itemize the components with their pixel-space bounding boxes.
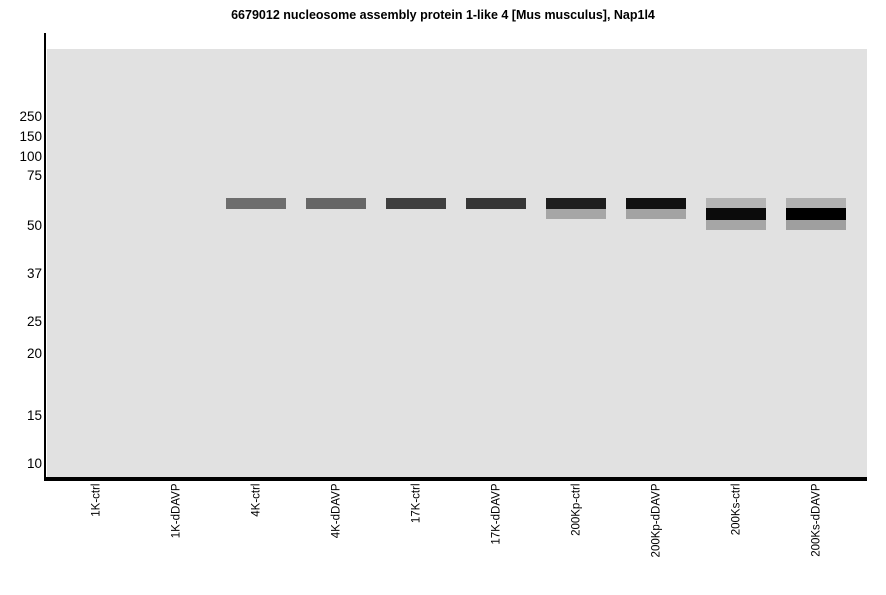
gel-band-200Ks-dDAVP-55kda: [786, 208, 846, 220]
x-tick-label-lane-2: 1K-dDAVP: [170, 483, 182, 538]
x-tick-label-lane-9: 200Ks-ctrl: [730, 483, 742, 535]
y-tick-label: 10: [26, 456, 42, 471]
gel-band-200Ks-ctrl-55kda: [706, 208, 766, 220]
gel-band-17K-ctrl-60kda: [386, 198, 446, 209]
gel-band-200Kp-ctrl-55kda: [546, 209, 606, 219]
gel-band-200Ks-ctrl-60kda: [706, 198, 766, 208]
gel-band-4K-dDAVP-60kda: [306, 198, 366, 209]
x-tick-label-lane-10: 200Ks-dDAVP: [810, 483, 822, 557]
gel-band-200Kp-ctrl-60kda: [546, 198, 606, 209]
chart-title: 6679012 nucleosome assembly protein 1-li…: [231, 8, 655, 22]
x-tick-label-lane-5: 17K-ctrl: [410, 483, 422, 523]
y-tick-label: 250: [19, 109, 42, 124]
gel-band-200Ks-dDAVP-50kda: [786, 220, 846, 230]
y-tick-label: 150: [19, 129, 42, 144]
x-tick-label-lane-3: 4K-ctrl: [250, 483, 262, 517]
y-axis-spine: [44, 33, 46, 481]
x-tick-label-lane-6: 17K-dDAVP: [490, 483, 502, 545]
gel-band-200Ks-ctrl-50kda: [706, 220, 766, 230]
y-tick-label: 100: [19, 149, 42, 164]
y-tick-label: 20: [26, 346, 42, 361]
y-tick-label: 50: [26, 218, 42, 233]
x-tick-label-lane-7: 200Kp-ctrl: [570, 483, 582, 536]
gel-band-200Ks-dDAVP-60kda: [786, 198, 846, 208]
plot-area: [47, 49, 867, 477]
gel-band-200Kp-dDAVP-60kda: [626, 198, 686, 209]
x-tick-label-lane-4: 4K-dDAVP: [330, 483, 342, 538]
gel-band-200Kp-dDAVP-55kda: [626, 209, 686, 219]
gel-band-4K-ctrl-60kda: [226, 198, 286, 209]
y-tick-label: 37: [26, 266, 42, 281]
y-tick-label: 25: [26, 314, 42, 329]
y-tick-label: 75: [26, 168, 42, 183]
x-tick-label-lane-1: 1K-ctrl: [90, 483, 102, 517]
x-axis-spine: [44, 477, 867, 481]
gel-band-17K-dDAVP-60kda: [466, 198, 526, 209]
x-tick-label-lane-8: 200Kp-dDAVP: [650, 483, 662, 557]
y-tick-label: 15: [26, 408, 42, 423]
